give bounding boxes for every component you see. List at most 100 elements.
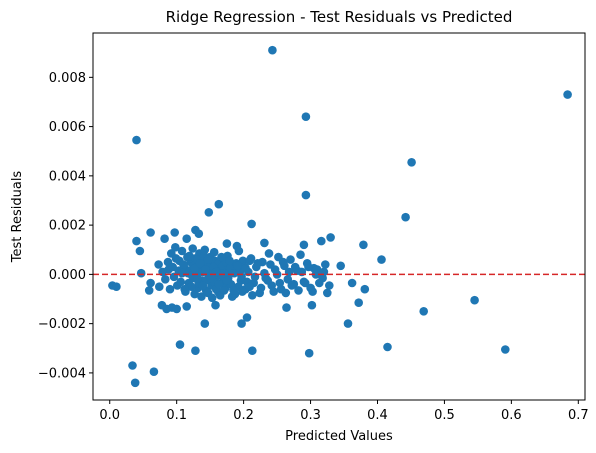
data-point — [209, 247, 219, 257]
x-tick-label: 0.6 — [501, 408, 522, 423]
data-point — [172, 304, 181, 314]
data-point — [132, 135, 141, 145]
data-point — [204, 208, 214, 217]
x-tick-label: 0.7 — [568, 408, 589, 423]
data-point — [132, 236, 141, 246]
x-tick-label: 0.1 — [166, 408, 187, 423]
data-point — [194, 229, 204, 238]
data-point — [317, 236, 326, 246]
data-point — [187, 282, 196, 292]
data-point — [301, 112, 311, 121]
data-point — [149, 367, 159, 377]
data-point — [242, 313, 252, 322]
data-point — [176, 277, 185, 287]
data-point — [326, 233, 335, 242]
data-point — [283, 275, 293, 284]
data-point — [263, 276, 273, 285]
data-point — [282, 303, 291, 312]
data-point — [470, 295, 479, 305]
data-point — [290, 262, 300, 272]
data-point — [359, 240, 368, 250]
data-point — [170, 228, 179, 237]
data-point — [264, 249, 274, 258]
y-tick-label: 0.002 — [49, 219, 86, 234]
data-point — [281, 288, 291, 298]
data-point — [383, 342, 392, 352]
data-point — [175, 340, 185, 349]
y-tick-label: 0.006 — [49, 120, 86, 135]
data-point — [198, 281, 208, 290]
data-point — [325, 281, 334, 290]
data-point — [203, 255, 213, 264]
data-point — [268, 45, 277, 55]
data-point — [146, 278, 155, 288]
data-point — [266, 260, 275, 269]
data-point — [155, 282, 164, 292]
points-layer — [108, 45, 572, 388]
data-point — [146, 228, 155, 237]
data-point — [343, 319, 353, 328]
y-tick-label: −0.002 — [38, 317, 86, 332]
x-axis-label: Predicted Values — [285, 429, 393, 444]
x-tick-label: 0.5 — [434, 408, 455, 423]
data-point — [201, 265, 210, 274]
data-point — [171, 243, 180, 252]
data-point — [225, 256, 234, 266]
data-point — [260, 268, 269, 278]
data-point — [136, 268, 146, 278]
data-point — [214, 199, 224, 209]
data-point — [401, 212, 410, 222]
data-point — [275, 278, 285, 288]
data-point — [144, 286, 154, 295]
data-point — [233, 261, 242, 271]
data-point — [165, 284, 175, 294]
data-point — [308, 287, 317, 296]
x-tick-label: 0.0 — [99, 408, 120, 423]
data-point — [135, 246, 145, 256]
data-point — [214, 279, 224, 289]
data-point — [161, 275, 170, 284]
data-point — [407, 158, 416, 167]
x-axis-ticks: 0.0 0.1 0.2 0.3 0.4 0.5 0.6 0.7 — [99, 400, 589, 423]
data-point — [245, 282, 254, 292]
data-point — [185, 251, 194, 261]
y-tick-label: −0.004 — [38, 366, 86, 381]
data-point — [154, 260, 163, 269]
data-point — [238, 287, 247, 296]
data-point — [206, 273, 216, 283]
data-point — [112, 282, 121, 292]
data-point — [195, 259, 205, 268]
data-point — [294, 286, 303, 295]
data-point — [193, 273, 202, 283]
data-point — [180, 284, 189, 294]
data-point — [260, 238, 269, 248]
data-point — [301, 190, 311, 200]
plot-frame — [92, 32, 586, 401]
data-point — [336, 261, 346, 271]
data-point — [222, 276, 232, 285]
data-point — [182, 302, 191, 311]
data-point — [296, 250, 305, 259]
data-point — [241, 263, 250, 273]
data-point — [354, 298, 364, 308]
data-point — [278, 257, 288, 267]
data-point — [286, 255, 295, 264]
data-point — [299, 240, 309, 250]
data-point — [377, 255, 386, 264]
data-point — [211, 300, 220, 310]
data-point — [160, 234, 169, 243]
data-point — [207, 293, 217, 303]
data-point — [197, 292, 206, 301]
data-point — [179, 260, 188, 269]
chart-title: Ridge Regression - Test Residuals vs Pre… — [166, 8, 513, 26]
data-point — [128, 361, 137, 370]
x-tick-label: 0.4 — [367, 408, 388, 423]
data-point — [247, 219, 256, 229]
data-point — [347, 278, 357, 288]
data-point — [222, 239, 232, 248]
data-point — [177, 268, 187, 278]
data-point — [248, 291, 257, 300]
data-point — [171, 254, 181, 263]
y-tick-label: 0.000 — [49, 268, 86, 283]
